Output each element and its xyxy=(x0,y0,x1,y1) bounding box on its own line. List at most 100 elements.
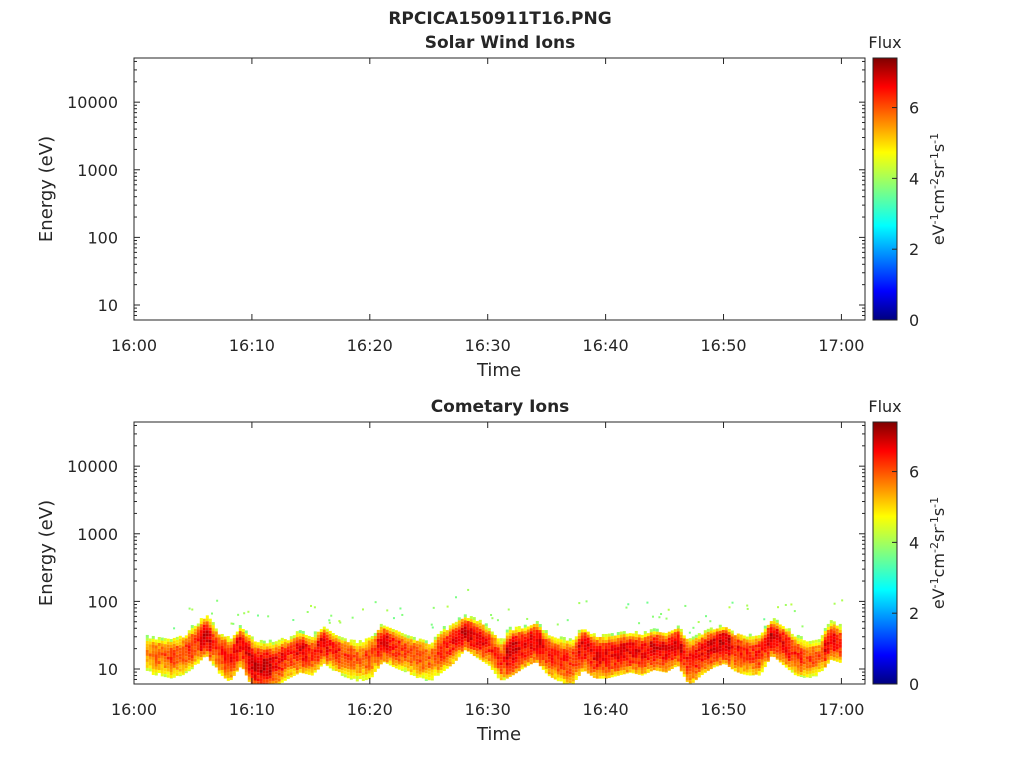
spectrogram-cell xyxy=(325,643,329,647)
spectrogram-cell xyxy=(769,633,773,637)
spectrogram-cell xyxy=(727,634,731,638)
spectrogram-cell xyxy=(568,665,572,669)
spectrogram-speckle xyxy=(625,606,628,609)
spectrogram-cell xyxy=(661,638,665,642)
spectrogram-cell xyxy=(556,641,560,645)
spectrogram-cell xyxy=(565,661,569,665)
spectrogram-cell xyxy=(337,651,341,655)
spectrogram-cell xyxy=(322,650,326,654)
colorbar-tick-label: 2 xyxy=(909,240,919,259)
spectrogram-cell xyxy=(313,670,317,673)
spectrogram-cell xyxy=(616,668,620,672)
spectrogram-cell xyxy=(661,659,665,663)
colorbar-tick-label: 0 xyxy=(909,675,919,694)
spectrogram-cell xyxy=(337,654,341,658)
spectrogram-cell xyxy=(829,629,833,633)
spectrogram-cell xyxy=(415,667,419,671)
x-tick-label: 16:30 xyxy=(465,700,511,719)
spectrogram-cell xyxy=(550,663,554,667)
spectrogram-cell xyxy=(565,643,569,647)
spectrogram-cell xyxy=(535,626,539,630)
spectrogram-cell xyxy=(496,662,500,666)
colorbar xyxy=(872,57,898,321)
spectrogram-cell xyxy=(568,668,572,672)
spectrogram-cell xyxy=(496,644,500,648)
spectrogram-cell xyxy=(292,653,296,657)
spectrogram-cell xyxy=(835,649,839,653)
spectrogram-cell xyxy=(658,665,662,669)
spectrogram-cell xyxy=(430,672,434,676)
spectrogram-cell xyxy=(754,635,758,639)
spectrogram-cell xyxy=(409,666,413,670)
spectrogram-cell xyxy=(784,637,788,641)
spectrogram-cell xyxy=(352,657,356,661)
spectrogram-cell xyxy=(322,632,326,636)
spectrogram-cell xyxy=(664,632,668,636)
spectrogram-cell xyxy=(415,673,419,677)
spectrogram-cell xyxy=(679,670,683,672)
spectrogram-cell xyxy=(628,657,632,661)
spectrogram-cell xyxy=(145,649,149,653)
spectrogram-cell xyxy=(304,649,308,653)
spectrogram-cell xyxy=(682,644,686,648)
spectrogram-cell xyxy=(718,627,722,631)
spectrogram-cell xyxy=(592,654,596,658)
spectrogram-cell xyxy=(406,641,410,645)
spectrogram-cell xyxy=(334,647,338,651)
spectrogram-cell xyxy=(166,662,170,666)
spectrogram-cell xyxy=(706,655,710,659)
spectrogram-cell xyxy=(256,666,260,670)
spectrogram-cell xyxy=(673,638,677,642)
spectrogram-cell xyxy=(709,660,713,664)
spectrogram-cell xyxy=(655,661,659,665)
spectrogram-cell xyxy=(616,641,620,645)
spectrogram-cell xyxy=(631,633,635,637)
spectrogram-cell xyxy=(556,677,560,681)
spectrogram-speckle xyxy=(651,615,654,618)
spectrogram-cell xyxy=(547,644,551,648)
spectrogram-cell xyxy=(259,663,263,667)
spectrogram-cell xyxy=(682,665,686,669)
spectrogram-cell xyxy=(742,656,746,660)
spectrogram-cell xyxy=(565,646,569,650)
spectrogram-cell xyxy=(754,659,758,663)
spectrogram-cell xyxy=(667,640,671,644)
spectrogram-cell xyxy=(226,678,230,681)
spectrogram-cell xyxy=(448,625,452,629)
spectrogram-cell xyxy=(649,629,653,633)
spectrogram-cell xyxy=(247,676,251,680)
spectrogram-cell xyxy=(733,668,737,672)
spectrogram-cell xyxy=(259,651,263,655)
spectrogram-cell xyxy=(415,661,419,665)
spectrogram-cell xyxy=(736,642,740,646)
spectrogram-cell xyxy=(211,646,215,650)
spectrogram-cell xyxy=(832,636,836,640)
y-tick-label: 10000 xyxy=(67,93,118,112)
spectrogram-cell xyxy=(385,629,389,633)
spectrogram-cell xyxy=(658,668,662,672)
spectrogram-cell xyxy=(805,659,809,663)
spectrogram-cell xyxy=(259,678,263,682)
spectrogram-cell xyxy=(760,644,764,648)
spectrogram-cell xyxy=(646,651,650,655)
spectrogram-cell xyxy=(709,627,713,631)
spectrogram-cell xyxy=(511,642,515,646)
spectrogram-cell xyxy=(187,636,191,640)
spectrogram-cell xyxy=(757,647,761,651)
spectrogram-cell xyxy=(475,654,479,658)
spectrogram-cell xyxy=(628,663,632,667)
spectrogram-cell xyxy=(709,630,713,634)
spectrogram-cell xyxy=(352,651,356,655)
spectrogram-cell xyxy=(430,642,434,646)
spectrogram-cell xyxy=(766,636,770,640)
spectrogram-speckle xyxy=(328,619,331,622)
spectrogram-cell xyxy=(619,649,623,653)
spectrogram-cell xyxy=(382,661,386,663)
spectrogram-cell xyxy=(520,637,524,641)
spectrogram-cell xyxy=(163,665,167,669)
spectrogram-cell xyxy=(475,657,479,659)
spectrogram-cell xyxy=(235,667,239,671)
spectrogram-cell xyxy=(676,658,680,662)
spectrogram-cell xyxy=(811,652,815,656)
